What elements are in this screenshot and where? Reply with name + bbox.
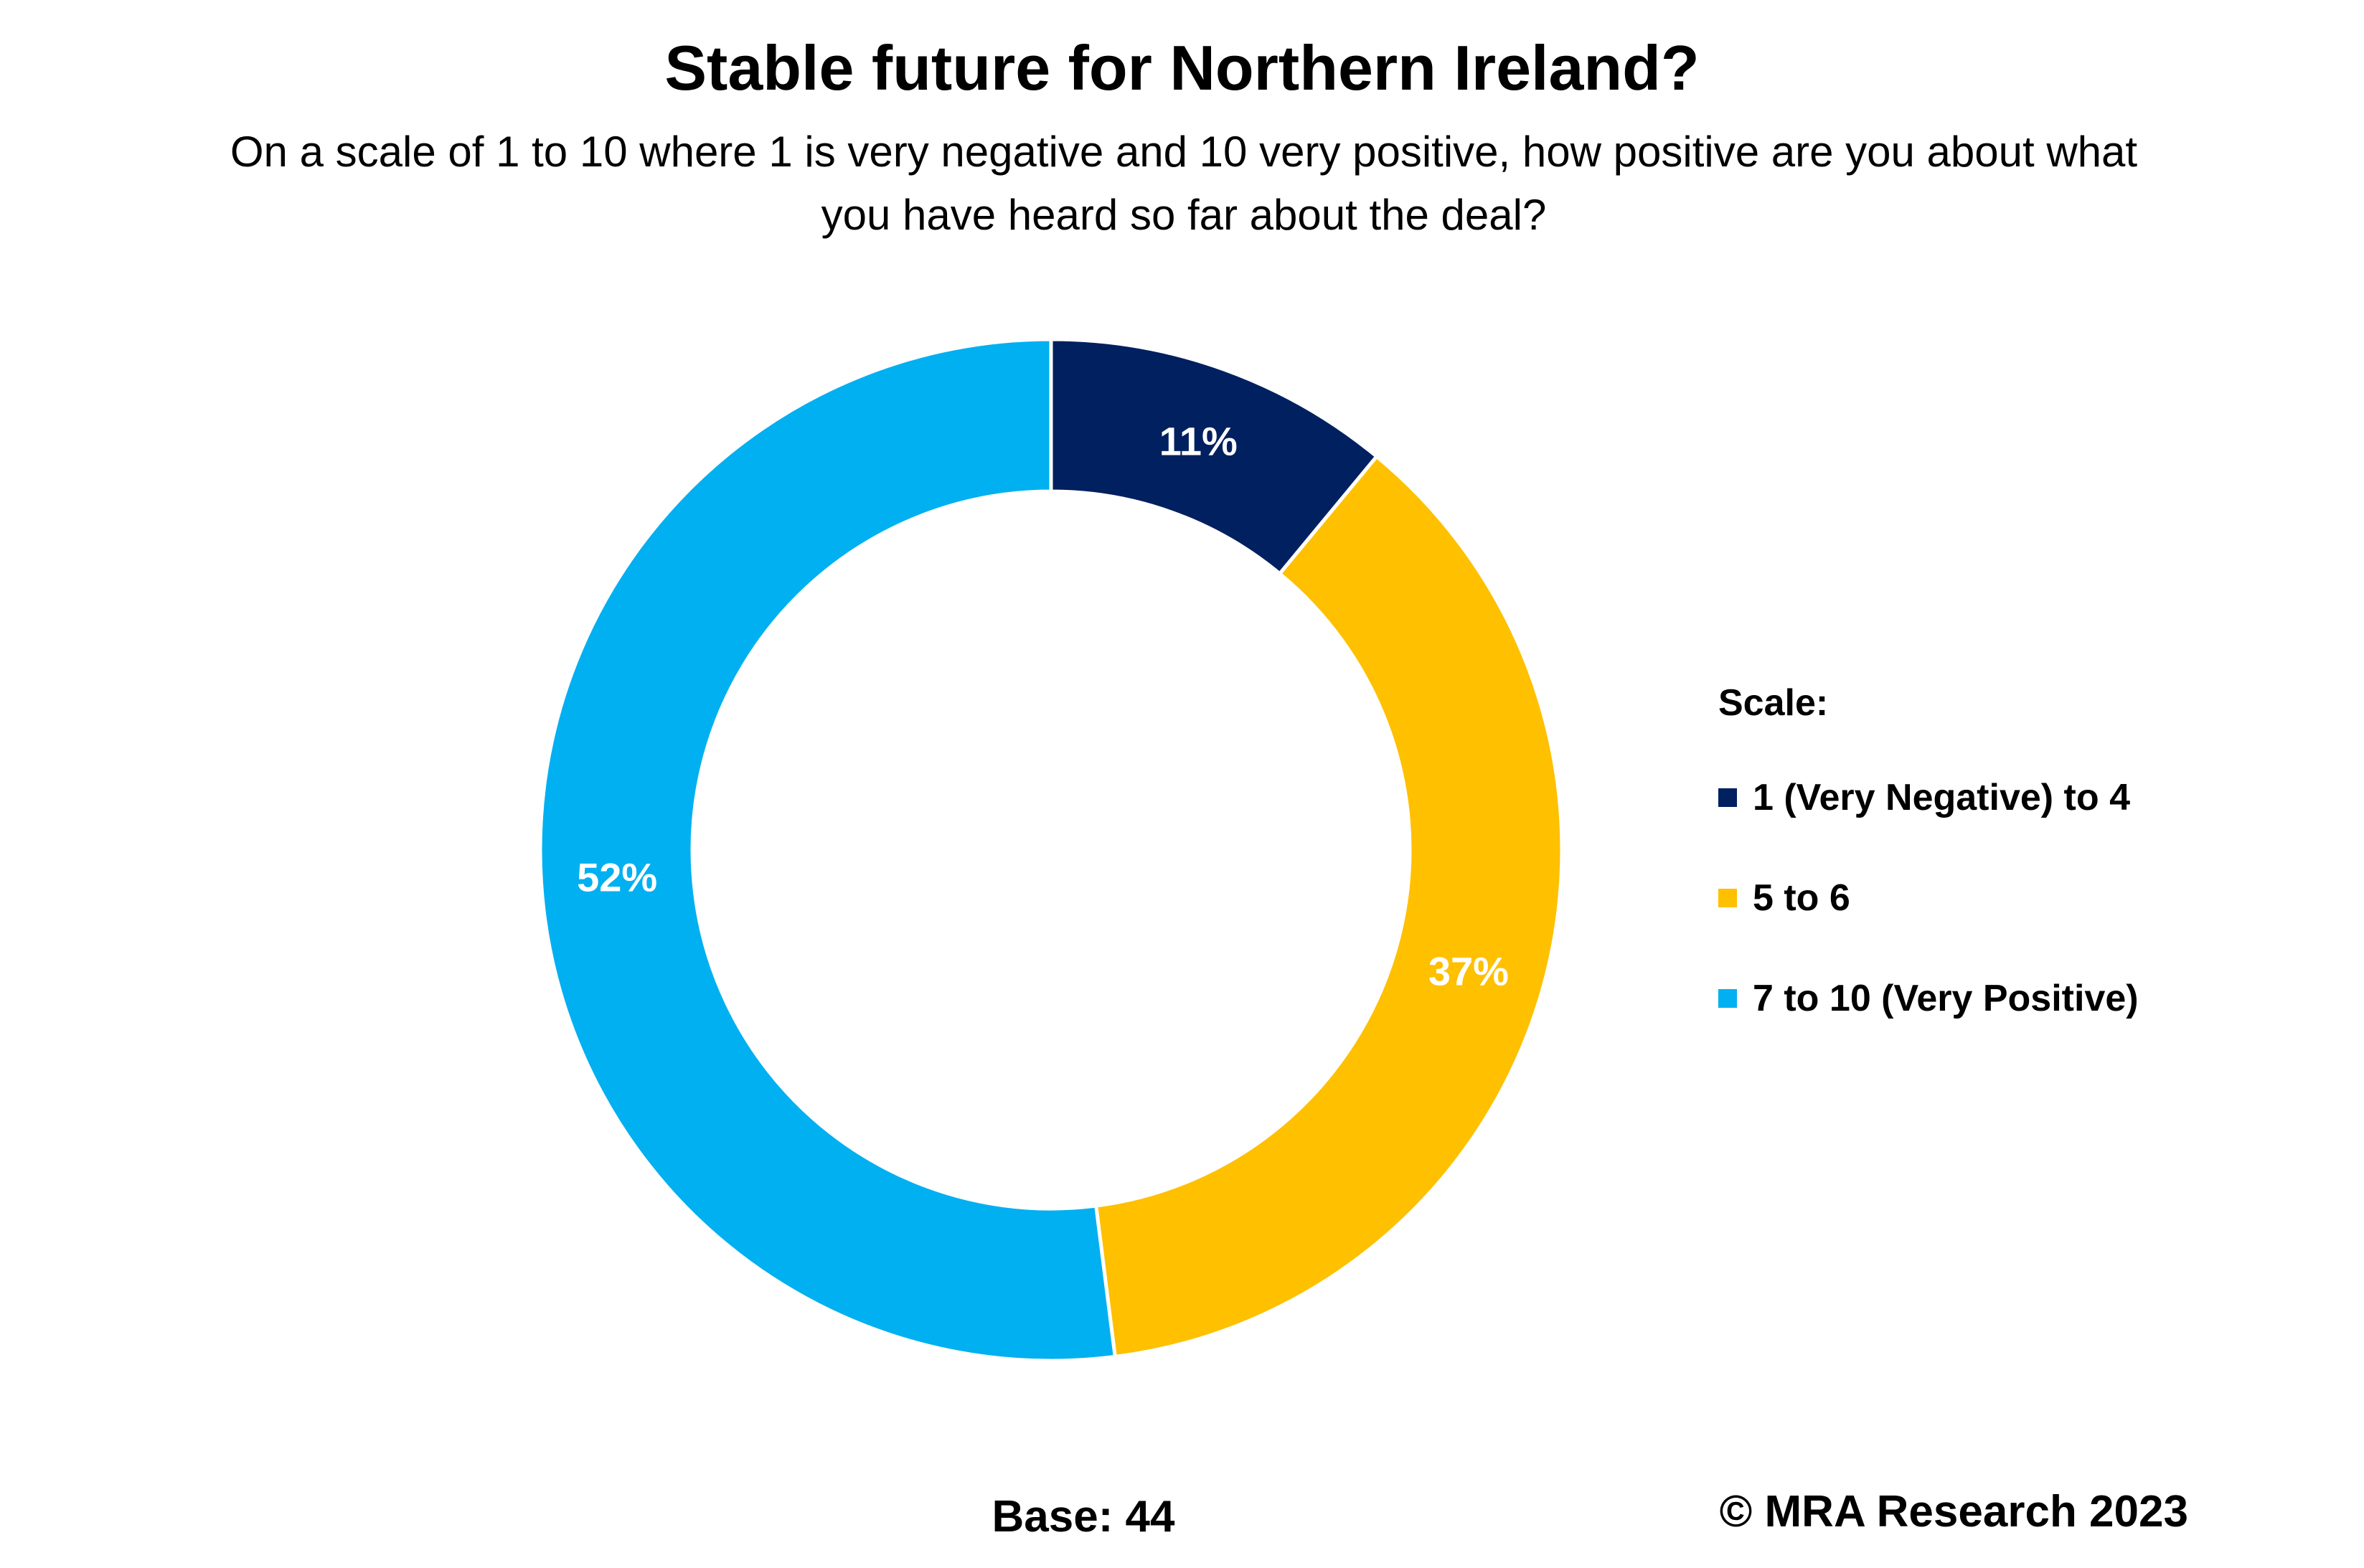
slice-data-label-3: 52%: [577, 855, 657, 900]
legend-label-2: 5 to 6: [1753, 877, 1850, 919]
legend-swatch-2: [1718, 889, 1737, 907]
slice-data-label-1: 11%: [1159, 418, 1238, 463]
donut-slices: [538, 337, 1564, 1363]
legend-label-1: 1 (Very Negative) to 4: [1753, 777, 2130, 818]
legend-item-1: 1 (Very Negative) to 4: [1718, 773, 2292, 823]
base-note: Base: 44: [992, 1492, 1175, 1541]
donut-slice-3: [538, 337, 1118, 1363]
legend-title: Scale:: [1718, 682, 1829, 724]
legend-swatch-1: [1718, 788, 1737, 807]
chart-title: Stable future for Northern Ireland?: [664, 32, 1700, 103]
legend: Scale: 1 (Very Negative) to 4 5 to 6 7 to …: [1718, 678, 2292, 1074]
legend-item-2: 5 to 6: [1718, 873, 2292, 923]
donut-data-labels: 11% 37% 52%: [577, 418, 1509, 993]
legend-items: 1 (Very Negative) to 4 5 to 6 7 to 10 (Ver…: [1718, 773, 2292, 1024]
copyright-note: © MRA Research 2023: [1719, 1487, 2188, 1536]
chart-subtitle: On a scale of 1 to 10 where 1 is very ne…: [230, 128, 2138, 239]
donut-slice-2: [1093, 453, 1564, 1359]
legend-swatch-3: [1718, 989, 1737, 1008]
slice-data-label-2: 37%: [1428, 949, 1509, 994]
legend-item-3: 7 to 10 (Very Positive): [1718, 973, 2292, 1024]
legend-label-3: 7 to 10 (Very Positive): [1753, 978, 2139, 1019]
